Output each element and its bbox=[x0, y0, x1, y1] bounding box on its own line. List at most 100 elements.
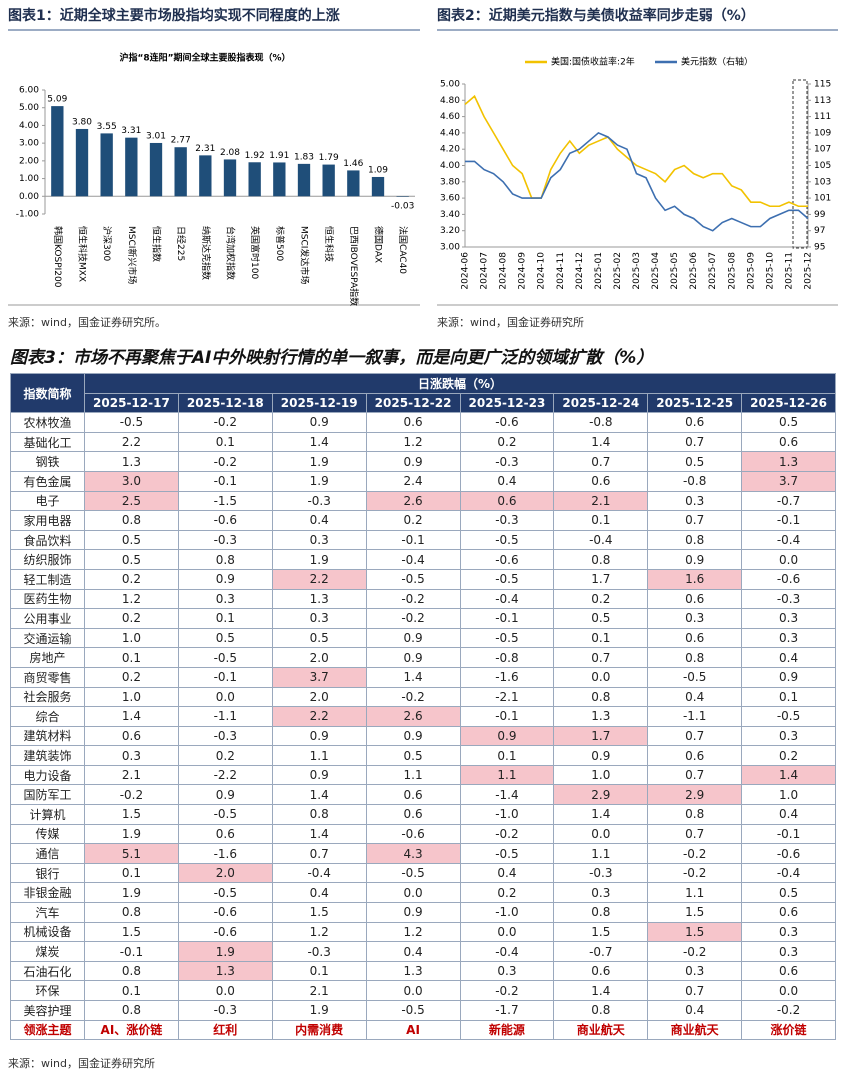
bar bbox=[75, 128, 89, 197]
header-row: 指数简称 日涨跌幅（%） bbox=[10, 372, 836, 414]
row-label: 商贸零售 bbox=[10, 666, 85, 688]
y2-tick-label: 109 bbox=[814, 128, 831, 138]
cell: -0.5 bbox=[459, 627, 555, 649]
cell: 0.7 bbox=[271, 843, 367, 864]
table-row: 电力设备 2.1 -2.2 0.9 1.1 1.1 1.0 0.7 1.4 bbox=[10, 764, 836, 786]
table-row: 环保 0.1 0.0 2.1 0.0 -0.2 1.4 0.7 0.0 bbox=[10, 980, 836, 1001]
bar bbox=[51, 106, 64, 197]
cell: -0.1 bbox=[84, 941, 179, 962]
cell: -0.3 bbox=[177, 1000, 273, 1021]
cell: 1.5 bbox=[84, 804, 179, 825]
x-tick-label: MSCI新兴市场 bbox=[126, 226, 138, 284]
cell: 0.2 bbox=[177, 745, 273, 766]
row-label: 环保 bbox=[10, 980, 85, 1001]
series-line bbox=[464, 94, 808, 208]
header-cell: 2025-12-17 bbox=[84, 392, 179, 414]
x-tick-label: 2024-08 bbox=[499, 252, 509, 290]
cell: -0.6 bbox=[365, 823, 461, 845]
bar bbox=[322, 164, 335, 197]
cell: 0.3 bbox=[647, 608, 743, 629]
data-label: 1.79 bbox=[319, 153, 339, 163]
row-label: 电力设备 bbox=[10, 764, 85, 786]
cell: 0.6 bbox=[647, 745, 743, 766]
cell: 1.1 bbox=[459, 764, 555, 786]
cell: 3.7 bbox=[741, 470, 836, 492]
cell: 0.4 bbox=[741, 647, 836, 668]
x-tick-label: 沪深300 bbox=[101, 226, 113, 261]
y2-tick-label: 97 bbox=[814, 226, 825, 236]
legend-label: 美国:国债收益率:2年 bbox=[551, 56, 635, 68]
row-label: 电子 bbox=[10, 490, 85, 512]
data-label: -0.03 bbox=[391, 201, 414, 211]
y-tick-label: 4.00 bbox=[19, 121, 39, 131]
table-row: 通信 5.1 -1.6 0.7 4.3 -0.5 1.1 -0.2 -0.6 bbox=[10, 843, 836, 864]
y-tick-label: 5.00 bbox=[440, 80, 460, 90]
cell: 0.0 bbox=[365, 882, 461, 904]
cell: 2.0 bbox=[271, 686, 367, 708]
cell: -1.6 bbox=[459, 666, 555, 688]
cell: 0.3 bbox=[459, 960, 555, 982]
cell: 0.9 bbox=[365, 451, 461, 472]
table-row: 建筑装饰 0.3 0.2 1.1 0.5 0.1 0.9 0.6 0.2 bbox=[10, 745, 836, 766]
cell: 0.7 bbox=[647, 980, 743, 1001]
x-tick-label: 2024-11 bbox=[556, 252, 566, 290]
cell: 涨价链 bbox=[741, 1019, 836, 1041]
x-tick-label: 2025-09 bbox=[746, 252, 756, 290]
x-tick-label: 2025-06 bbox=[689, 252, 699, 290]
y-tick-label: 4.00 bbox=[440, 161, 460, 171]
cell: -0.2 bbox=[365, 608, 461, 629]
cell: 2.0 bbox=[271, 647, 367, 668]
cell: 0.3 bbox=[741, 921, 836, 943]
table-row: 传媒 1.9 0.6 1.4 -0.6 -0.2 0.0 0.7 -0.1 bbox=[10, 823, 836, 845]
x-tick-label: 日经225 bbox=[175, 226, 187, 261]
row-label: 计算机 bbox=[10, 804, 85, 825]
bar bbox=[273, 162, 286, 197]
row-label: 医药生物 bbox=[10, 588, 85, 610]
cell: 0.0 bbox=[177, 980, 273, 1001]
cell: 0.9 bbox=[365, 725, 461, 747]
bar bbox=[149, 142, 163, 197]
cell: -0.3 bbox=[459, 510, 555, 531]
cell: 0.8 bbox=[84, 902, 179, 923]
cell: -0.2 bbox=[741, 1000, 836, 1021]
row-label: 公用事业 bbox=[10, 608, 85, 629]
cell: 0.1 bbox=[84, 647, 179, 668]
cell: 0.6 bbox=[741, 902, 836, 923]
cell: 0.6 bbox=[177, 823, 273, 845]
table-row: 钢铁 1.3 -0.2 1.9 0.9 -0.3 0.7 0.5 1.3 bbox=[10, 451, 836, 472]
y-tick-label: 4.40 bbox=[440, 128, 460, 138]
cell: 0.3 bbox=[177, 588, 273, 610]
cell: 0.0 bbox=[553, 823, 649, 845]
cell: 1.1 bbox=[647, 882, 743, 904]
y-tick-label: 0.00 bbox=[19, 192, 39, 202]
bar bbox=[223, 159, 237, 197]
cell: 0.0 bbox=[365, 980, 461, 1001]
cell: -0.2 bbox=[177, 412, 273, 433]
cell: 0.7 bbox=[647, 764, 743, 786]
cell: 0.2 bbox=[553, 588, 649, 610]
cell: 5.1 bbox=[84, 843, 179, 864]
cell: 0.3 bbox=[647, 490, 743, 512]
cell: -0.4 bbox=[553, 529, 649, 551]
cell: -0.2 bbox=[177, 451, 273, 472]
bar bbox=[248, 162, 261, 197]
y2-tick-label: 99 bbox=[814, 210, 826, 220]
source: 来源：wind，国金证券研究所 bbox=[8, 1057, 156, 1070]
cell: 1.5 bbox=[553, 921, 649, 943]
header-cell: 2025-12-22 bbox=[365, 392, 461, 414]
cell: -0.5 bbox=[365, 862, 461, 884]
cell: 0.9 bbox=[177, 568, 273, 590]
y2-tick-label: 95 bbox=[814, 243, 825, 253]
x-tick-label: 2025-08 bbox=[727, 252, 737, 290]
cell: 0.2 bbox=[741, 745, 836, 766]
cell: -1.5 bbox=[177, 490, 273, 512]
x-tick-label: 德国DAX bbox=[373, 226, 385, 263]
cell: -2.1 bbox=[459, 686, 555, 708]
cell: 0.6 bbox=[365, 412, 461, 433]
cell: 2.2 bbox=[84, 431, 179, 453]
cell: -0.6 bbox=[177, 902, 273, 923]
cell: 2.1 bbox=[84, 764, 179, 786]
data-label: 3.01 bbox=[146, 131, 166, 141]
table-title: 图表3：市场不再聚焦于AI中外映射行情的单一叙事，而是向更广泛的领域扩散（%） bbox=[10, 348, 654, 368]
